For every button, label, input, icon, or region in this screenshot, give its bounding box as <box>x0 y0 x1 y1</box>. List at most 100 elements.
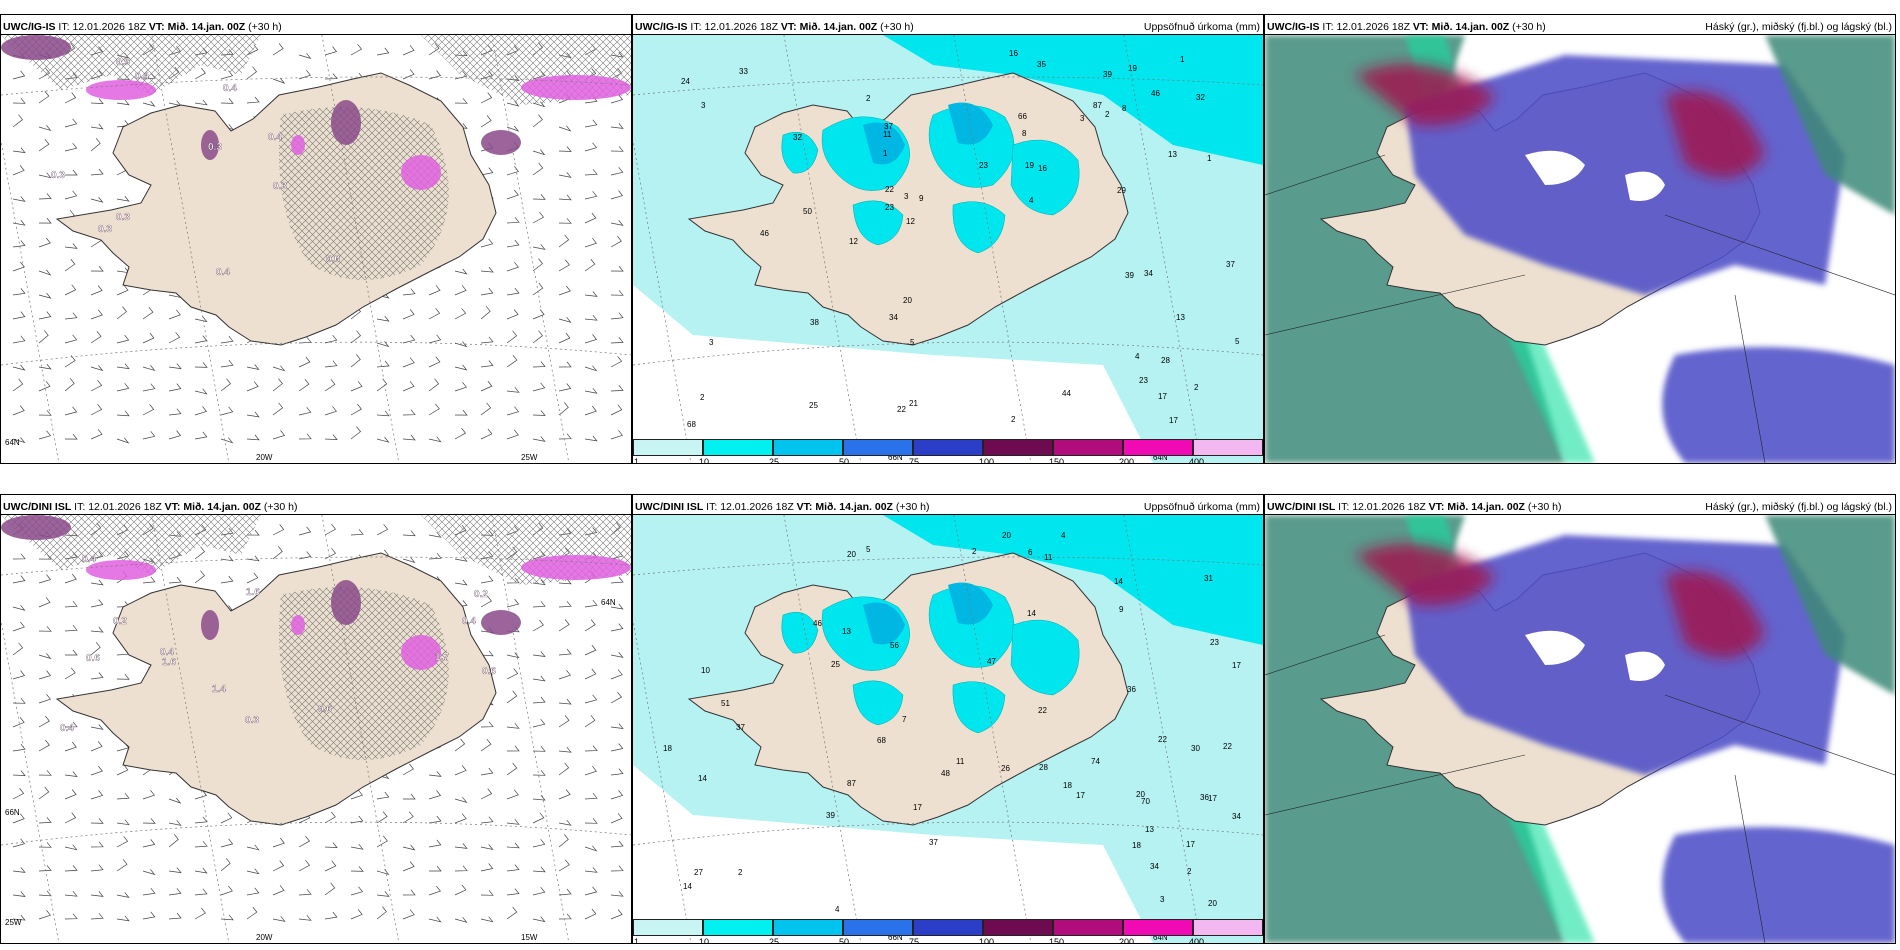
weather-map[interactable]: 1.4 1.6 1.7 1.6 0.6 0.4 0.2 0.4 0.2 0.4 0.3 0.4 0.6 0… <box>1 514 631 943</box>
precip-value: 39 <box>1125 271 1134 280</box>
precip-colorbar: 1 10 25 50 75 100 150 200 400 <box>633 439 1263 463</box>
precip-value: 34 <box>1232 812 1241 821</box>
grid-label: 20W <box>256 453 273 462</box>
panel-subtitle: Uppsöfnuð úrkoma (mm) <box>1143 501 1260 513</box>
precip-value: 30 <box>1191 744 1200 753</box>
precip-value: 28 <box>1039 763 1048 772</box>
precip-value: 5 <box>910 338 915 347</box>
precip-value: 16 <box>1009 49 1018 58</box>
precip-area <box>781 611 819 654</box>
icing-value: 0.4 <box>160 647 174 658</box>
precip-area <box>863 602 905 645</box>
colorbar-swatch <box>913 439 983 456</box>
graticule: 20W 15W 25W 66N 64N <box>1 515 631 943</box>
colorbar-swatch <box>1193 919 1263 936</box>
precip-value: 51 <box>721 699 730 708</box>
icing-value: 0.3 <box>116 212 130 223</box>
panel-dini-wind: UWC/DINI ISL IT: 12.01.2026 18Z VT: Mið.… <box>0 494 632 944</box>
weather-map[interactable] <box>1265 34 1895 463</box>
precip-value: 28 <box>1161 356 1170 365</box>
precip-area <box>883 35 1263 165</box>
precip-area <box>852 680 904 726</box>
panel-title: UWC/IG-IS IT: 12.01.2026 18Z VT: Mið. 14… <box>1267 21 1546 33</box>
grid-label: 64N <box>1153 933 1168 942</box>
precip-value: 37 <box>929 838 938 847</box>
panel-subtitle: Uppsöfnuð úrkoma (mm) <box>1143 21 1260 33</box>
colorbar-swatch <box>773 919 843 936</box>
precip-value: 25 <box>831 660 840 669</box>
colorbar-swatch <box>703 439 773 456</box>
precip-value: 20 <box>903 296 912 305</box>
precip-value: 2 <box>1194 383 1199 392</box>
grid-label: 64N <box>1153 453 1168 462</box>
colorbar-label: 150 <box>1049 457 1065 464</box>
icing-value: 0.0 <box>326 254 340 265</box>
precip-value: 22 <box>1158 735 1167 744</box>
icing-area <box>521 75 631 100</box>
precip-value: 23 <box>979 161 988 170</box>
colorbar-swatch <box>983 919 1053 936</box>
high-cloud <box>1765 35 1895 215</box>
precip-value: 2 <box>1187 867 1192 876</box>
clear-area <box>1525 150 1585 185</box>
precip-value: 13 <box>1168 150 1177 159</box>
weather-map[interactable]: 2 1 1 1 2 8 3 3 3 5 2 4 2 12 19 34 22 37 46 68 50 87 44 23 17 35 6… <box>633 34 1263 463</box>
grid-label: 20W <box>256 933 273 942</box>
panel-igis-precip: UWC/IG-IS IT: 12.01.2026 18Z VT: Mið. 14… <box>632 14 1264 464</box>
colorbar-label: 10 <box>699 937 710 944</box>
precip-value: 1 <box>883 149 888 158</box>
precip-value: 1 <box>1207 154 1212 163</box>
precip-value: 5 <box>1235 337 1240 346</box>
precip-value: 29 <box>1117 186 1126 195</box>
icing-value: 0.4 <box>268 132 282 143</box>
colorbar-label: 200 <box>1119 457 1135 464</box>
clear-area <box>1525 630 1585 665</box>
precip-value: 36 <box>1127 685 1136 694</box>
colorbar-swatch <box>1123 439 1193 456</box>
boundary-lines <box>1265 154 1895 463</box>
colorbar-swatch <box>913 919 983 936</box>
colorbar-swatch <box>633 919 703 936</box>
colorbar-label: 400 <box>1189 937 1205 944</box>
colorbar-swatch <box>773 439 843 456</box>
precip-value: 2 <box>1011 415 1016 424</box>
boundary-lines <box>1265 634 1895 943</box>
weather-map[interactable] <box>1265 514 1895 943</box>
precip-value: 12 <box>849 237 858 246</box>
precip-value: 74 <box>1091 757 1100 766</box>
precip-value: 17 <box>1232 661 1241 670</box>
icing-area <box>521 555 631 580</box>
precip-value: 46 <box>760 229 769 238</box>
precip-value: 39 <box>826 811 835 820</box>
colorbar-label: 25 <box>769 457 780 464</box>
precip-value: 3 <box>904 192 909 201</box>
precip-value: 17 <box>1076 791 1085 800</box>
weather-map[interactable]: 0.3 0.0 0.3 0.3 0.4 0.5 0.4 0.3 0.3 0.4 0.4 20W 25W 6… <box>1 34 631 463</box>
icing-area <box>1 35 71 60</box>
precip-value: 3 <box>701 101 706 110</box>
icing-area <box>291 135 305 155</box>
panel-title: UWC/DINI ISL IT: 12.01.2026 18Z VT: Mið.… <box>3 501 298 513</box>
grid-label: 15W <box>521 933 538 942</box>
precip-value: 13 <box>1145 825 1154 834</box>
weather-map[interactable]: 34 14 46 39 17 17 11 9 20 13 18 30 26 68 87 51 70 56 74 48 3… <box>633 514 1263 943</box>
precip-value: 36 <box>1200 793 1209 802</box>
precip-value: 17 <box>1186 840 1195 849</box>
colorbar-label: 1 <box>634 937 640 944</box>
precip-value: 24 <box>681 77 690 86</box>
icing-area <box>481 130 521 155</box>
precip-value: 2 <box>972 547 977 556</box>
grid-label: 66N <box>888 453 903 462</box>
precip-value: 9 <box>919 194 924 203</box>
icing-value: 1.4 <box>212 684 226 695</box>
precip-value: 19 <box>1128 64 1137 73</box>
icing-value: 1.7 <box>435 652 449 663</box>
icing-area <box>331 100 361 145</box>
icing-area <box>1 515 71 540</box>
precip-value: 22 <box>1223 742 1232 751</box>
precip-value: 3 <box>709 338 714 347</box>
grid-label: 66N <box>5 808 20 817</box>
colorbar-label: 75 <box>909 937 920 944</box>
precip-value: 2 <box>866 94 871 103</box>
precip-value: 70 <box>1141 797 1150 806</box>
